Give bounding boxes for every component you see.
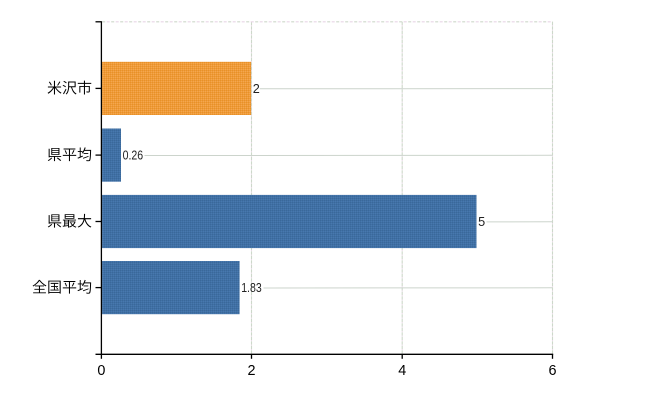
svg-text:0: 0 [97,363,105,379]
svg-text:2: 2 [253,82,260,96]
svg-text:1.83: 1.83 [241,281,262,295]
svg-text:5: 5 [478,215,485,229]
svg-text:4: 4 [398,363,406,379]
svg-text:0.26: 0.26 [123,149,144,163]
svg-text:6: 6 [548,363,556,379]
svg-text:2: 2 [247,363,255,379]
